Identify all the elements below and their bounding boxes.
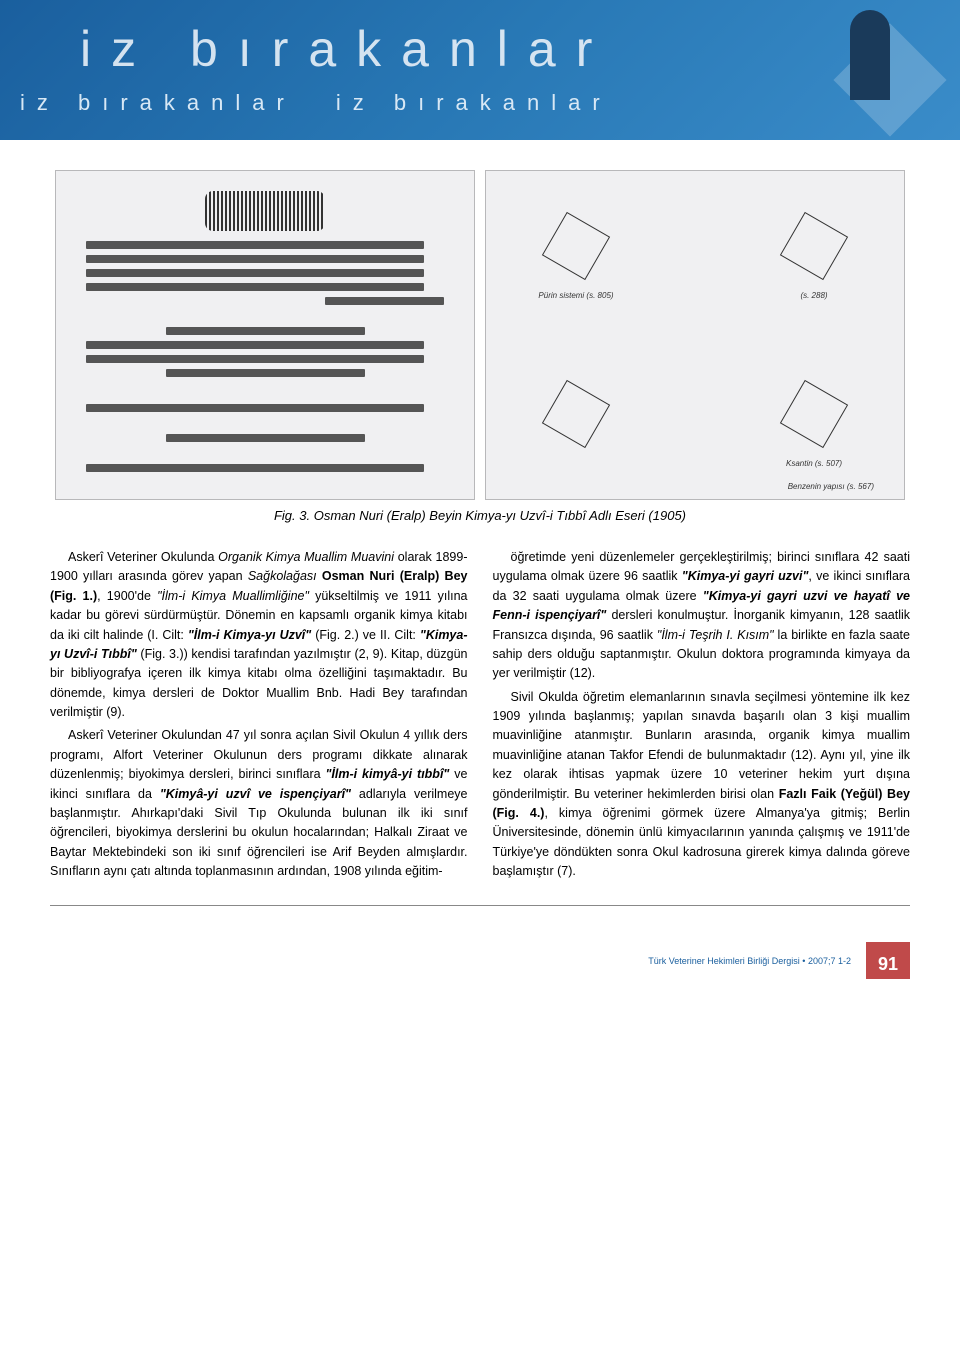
text-run-bolditalic: "Kimyâ-yi uzvî ve ispençiyarî" [160,787,351,801]
ottoman-script-line [86,241,424,249]
two-column-body: Askerî Veteriner Okulunda Organik Kimya … [50,548,910,885]
header-figure-silhouette [850,10,890,100]
ottoman-script-line [166,327,365,335]
ottoman-script-line [86,341,424,349]
figure-caption-text: Osman Nuri (Eralp) Beyin Kimya-yı Uzvî-i… [314,508,686,523]
page-footer: Türk Veteriner Hekimleri Birliği Dergisi… [0,936,960,989]
page-ref-288: (s. 288) [764,291,864,300]
ottoman-script-line [86,464,424,472]
figure-3-caption: Fig. 3. Osman Nuri (Eralp) Beyin Kimya-y… [50,508,910,523]
ksantin-label: Ksantin (s. 507) [764,459,864,468]
text-run-italic: Organik Kimya Muallim Muavini [218,550,394,564]
purin-label: Pürin sistemi (s. 805) [526,291,626,300]
ksantin-diagram: Ksantin (s. 507) [764,369,864,469]
figure-3-container: Pürin sistemi (s. 805) (s. 288) Ksantin … [50,170,910,500]
text-run-bolditalic: "İlm-i Kimya-yı Uzvî" [188,628,311,642]
structure-diagram-2: (s. 288) [764,201,864,301]
text-run-italic: Sağkolağası [248,569,317,583]
ottoman-script-line [86,283,424,291]
purin-diagram: Pürin sistemi (s. 805) [526,201,626,301]
text-run: Askerî Veteriner Okulunda [68,550,218,564]
figure-caption-prefix: Fig. 3. [274,508,310,523]
text-run: (Fig. 2.) ve II. Cilt: [311,628,420,642]
text-run-bolditalic: "Kimya-yi gayri uzvi" [682,569,809,583]
page-number: 91 [866,942,910,979]
figure-3-left-panel [55,170,475,500]
page-header-banner: iz bırakanlar iz bırakanlar iz bırakanla… [0,0,960,140]
col1-paragraph-1: Askerî Veteriner Okulunda Organik Kimya … [50,548,468,722]
ottoman-script-line [325,297,444,305]
left-column: Askerî Veteriner Okulunda Organik Kimya … [50,548,468,885]
ottoman-script-line [86,269,424,277]
header-main-title: iz bırakanlar [80,20,612,78]
figure-3-right-panel: Pürin sistemi (s. 805) (s. 288) Ksantin … [485,170,905,500]
text-run-italic: "İlm-i Kimya Muallimliğine" [157,589,309,603]
ottoman-title-ornament [205,191,325,231]
ottoman-script-line [86,404,424,412]
ottoman-script-line [166,434,365,442]
col2-paragraph-1: öğretimde yeni düzenlemeler gerçekleştir… [493,548,911,684]
right-column: öğretimde yeni düzenlemeler gerçekleştir… [493,548,911,885]
col1-paragraph-2: Askerî Veteriner Okulundan 47 yıl sonra … [50,726,468,881]
text-run-bolditalic: "İlm-i kimyâ-yi tıbbî" [326,767,450,781]
header-subtitle-1: iz bırakanlar [20,90,296,116]
col2-paragraph-2: Sivil Okulda öğretim elemanlarının sınav… [493,688,911,882]
main-content: Pürin sistemi (s. 805) (s. 288) Ksantin … [0,140,960,905]
header-subtitle-2: iz bırakanlar [336,90,612,116]
journal-citation: Türk Veteriner Hekimleri Birliği Dergisi… [648,956,851,966]
text-run: Sivil Okulda öğretim elemanlarının sınav… [493,690,911,801]
ottoman-script-line [166,369,365,377]
footer-rule [50,905,910,906]
benzene-label: Benzenin yapısı (s. 567) [788,482,874,491]
ottoman-script-line [86,255,424,263]
header-subtitle-row: iz bırakanlar iz bırakanlar [0,90,960,116]
text-run: , kimya öğrenimi görmek üzere Almanya'ya… [493,806,911,878]
structure-diagram-3 [526,369,626,469]
ottoman-script-line [86,355,424,363]
text-run-italic: "İlm-i Teşrih I. Kısım" [657,628,774,642]
text-run: , 1900'de [97,589,157,603]
